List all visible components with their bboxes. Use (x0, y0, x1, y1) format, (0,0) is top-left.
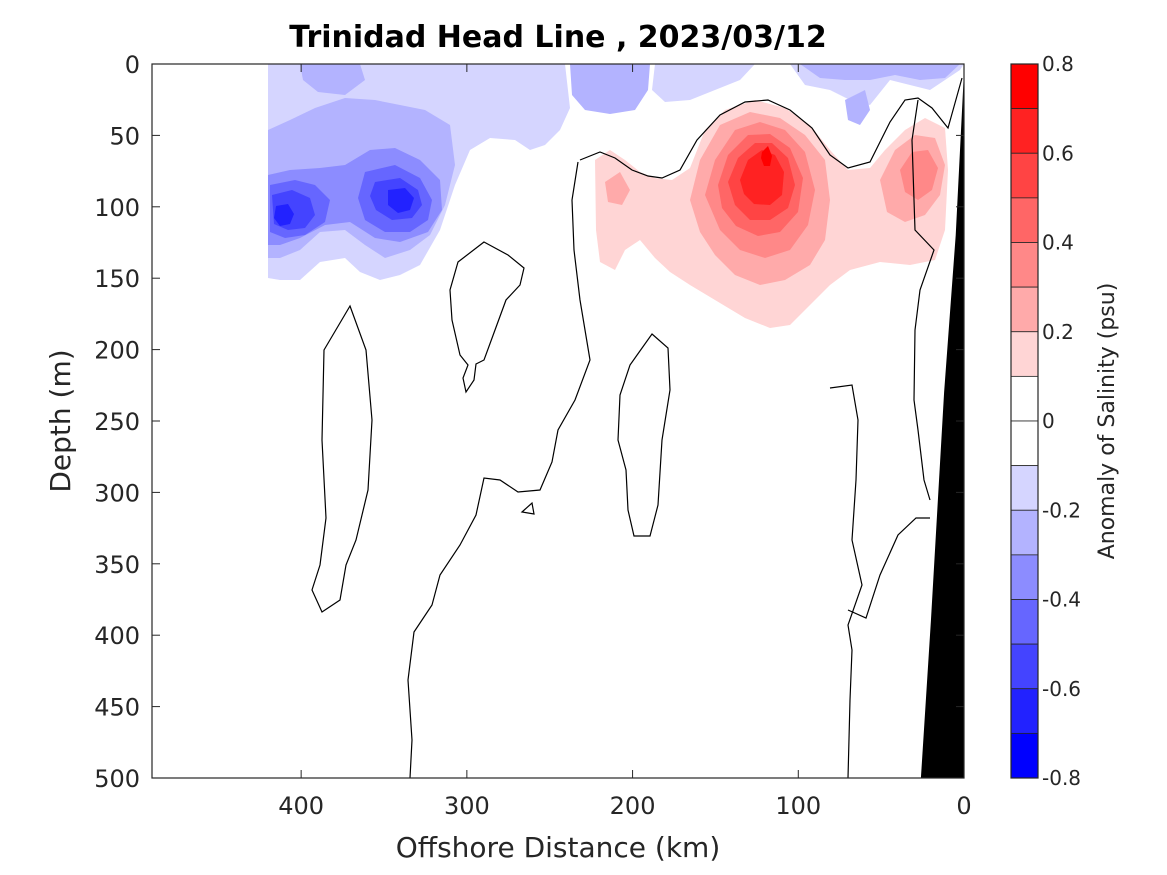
neg-band-070 (274, 188, 414, 226)
y-tick-label: 500 (94, 765, 140, 793)
bathymetry-slope (920, 71, 964, 779)
chart-title: Trinidad Head Line , 2023/03/12 (289, 20, 826, 55)
zero-contour-mid-lens (449, 241, 525, 394)
x-tick-label: 300 (444, 792, 490, 820)
colorbar-segment (1010, 465, 1039, 511)
colorbar-frame (1010, 63, 1039, 779)
colorbar-segment (1010, 331, 1039, 377)
zero-contour-deep-boundary (407, 161, 591, 778)
x-tick-label: 0 (956, 792, 971, 820)
colorbar-segment (1010, 197, 1039, 243)
colorbar-segment (1010, 688, 1039, 734)
pos-band-060 (740, 150, 784, 205)
zero-contour-east-slope (911, 99, 935, 501)
colorbar-segment (1010, 152, 1039, 199)
y-tick-label: 300 (94, 479, 140, 507)
y-tick-label: 250 (94, 408, 140, 436)
y-tick-label: 100 (94, 194, 140, 222)
colorbar (1010, 63, 1039, 779)
x-axis-label: Offshore Distance (km) (396, 831, 721, 864)
y-axis-label: Depth (m) (44, 349, 77, 492)
y-axis-ticks: 0 50 100 150 200 250 300 350 400 450 500 (94, 51, 964, 793)
y-tick-label: 0 (125, 51, 140, 79)
colorbar-segment (1010, 643, 1039, 690)
colorbar-segment (1010, 108, 1039, 154)
y-tick-label: 200 (94, 337, 140, 365)
colorbar-tick-label: -0.4 (1042, 588, 1081, 612)
colorbar-segment (1010, 554, 1039, 600)
colorbar-segment (1010, 509, 1039, 556)
colorbar-tick-label: -0.6 (1042, 677, 1081, 701)
colorbar-segment (1010, 63, 1039, 110)
y-tick-label: 350 (94, 551, 140, 579)
y-tick-label: 400 (94, 622, 140, 650)
zero-contour-small-loop (520, 501, 535, 515)
anomaly-contour-fill (268, 64, 964, 778)
x-tick-label: 400 (278, 792, 324, 820)
colorbar-segment (1010, 375, 1039, 422)
colorbar-ticks: 0.8 0.6 0.4 0.2 0 -0.2 -0.4 -0.6 -0.8 (1042, 52, 1081, 790)
zero-contour-west-lens (311, 304, 373, 613)
colorbar-segment (1010, 242, 1039, 288)
pos-band-070 (761, 146, 772, 166)
zero-contour-east-edge (847, 517, 930, 619)
colorbar-tick-label: 0.4 (1042, 231, 1074, 255)
colorbar-tick-label: -0.8 (1042, 766, 1081, 790)
colorbar-label: Anomaly of Salinity (psu) (1095, 283, 1120, 560)
y-tick-label: 450 (94, 694, 140, 722)
zero-contour-lens-200km (617, 333, 671, 537)
y-tick-label: 150 (94, 265, 140, 293)
colorbar-tick-label: 0.2 (1042, 320, 1074, 344)
x-axis-ticks: 400 300 200 100 0 (278, 64, 972, 820)
zero-contour-lens-70km (829, 384, 863, 778)
neg-band-060 (272, 178, 422, 230)
colorbar-tick-label: 0 (1042, 409, 1055, 433)
x-tick-label: 200 (610, 792, 656, 820)
colorbar-tick-label: 0.6 (1042, 141, 1074, 165)
zero-contour-main (579, 77, 963, 179)
y-tick-label: 50 (109, 122, 140, 150)
colorbar-segment (1010, 420, 1039, 467)
x-tick-label: 100 (775, 792, 821, 820)
colorbar-segment (1010, 286, 1039, 333)
colorbar-tick-label: -0.2 (1042, 498, 1081, 522)
zero-contour-lines (311, 77, 963, 778)
colorbar-segment (1010, 732, 1039, 779)
colorbar-tick-label: 0.8 (1042, 52, 1074, 76)
colorbar-segment (1010, 599, 1039, 645)
neg-band-020 (268, 64, 964, 280)
